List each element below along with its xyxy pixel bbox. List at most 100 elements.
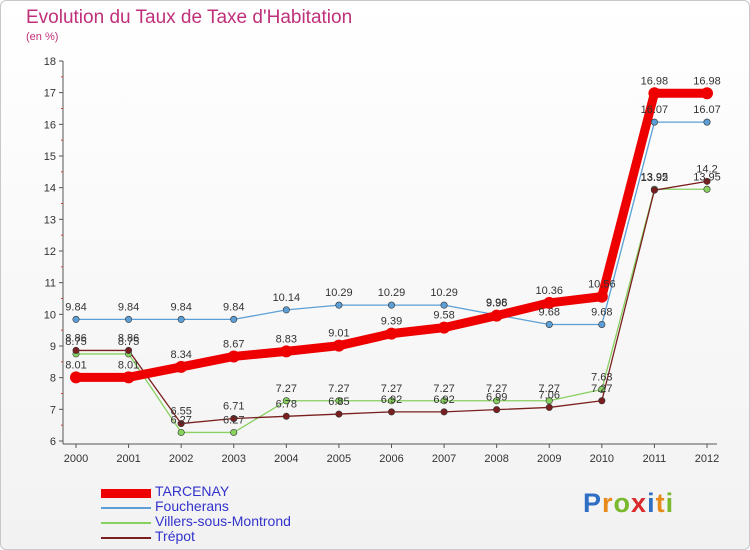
data-point (230, 428, 238, 436)
data-point (125, 315, 133, 323)
x-tick-label: 2008 (484, 453, 508, 465)
data-label: 7.27 (486, 383, 507, 395)
x-tick-label: 2011 (643, 453, 667, 465)
x-tick-label: 2000 (64, 453, 88, 465)
data-point (598, 385, 606, 393)
data-point (545, 403, 553, 411)
x-tick-label: 2007 (432, 453, 456, 465)
data-point (72, 346, 80, 354)
data-point (701, 87, 713, 100)
y-tick-label: 15 (44, 151, 56, 163)
y-tick-label: 16 (44, 119, 56, 131)
logo-letter: x (631, 488, 648, 518)
data-label: 6.85 (328, 396, 349, 408)
data-label: 9.84 (118, 301, 139, 313)
data-point (280, 345, 293, 358)
data-point (335, 301, 343, 309)
data-label: 6.27 (223, 414, 244, 426)
data-label: 10.29 (325, 287, 353, 299)
data-point (282, 397, 290, 405)
logo-letter: i (647, 488, 656, 518)
data-point (282, 306, 290, 314)
data-label: 8.86 (118, 332, 139, 344)
y-tick-label: 7 (50, 404, 56, 416)
data-point (282, 412, 290, 420)
data-label: 9.58 (433, 310, 454, 322)
x-tick-label: 2002 (169, 453, 193, 465)
legend-label: Trépot (155, 528, 195, 544)
x-tick-label: 2001 (116, 453, 140, 465)
data-label: 13.95 (641, 171, 669, 183)
data-point (648, 87, 661, 100)
y-tick-label: 10 (44, 309, 56, 321)
data-point (595, 290, 608, 303)
logo-letter: o (613, 488, 632, 518)
data-point (598, 320, 606, 328)
data-point (440, 301, 448, 309)
data-point (177, 428, 185, 436)
data-point (335, 397, 343, 405)
data-point (122, 371, 135, 384)
data-label: 14.2 (696, 163, 717, 175)
y-tick-label: 18 (44, 56, 56, 68)
proxiti-logo: Proxiti (583, 488, 674, 519)
data-label: 7.27 (591, 383, 612, 395)
logo-letter: t (655, 488, 666, 518)
data-point (493, 406, 501, 414)
y-tick-label: 17 (44, 88, 56, 100)
data-point (387, 408, 395, 416)
data-label: 7.63 (591, 371, 612, 383)
data-point (703, 185, 711, 193)
data-point (387, 301, 395, 309)
data-label: 9.84 (65, 301, 86, 313)
legend-swatch (101, 507, 151, 509)
data-label: 10.29 (430, 287, 458, 299)
chart-title: Evolution du Taux de Taxe d'Habitation (26, 7, 353, 28)
legend-swatch (101, 537, 151, 539)
data-label: 10.29 (378, 287, 406, 299)
data-point (703, 177, 711, 185)
x-tick-label: 2006 (379, 453, 403, 465)
data-label: 10.56 (588, 279, 616, 291)
data-label: 7.27 (381, 383, 402, 395)
data-label: 9.84 (223, 301, 244, 313)
data-point (227, 350, 240, 363)
legend-swatch (101, 489, 151, 498)
data-label: 16.07 (641, 104, 669, 116)
data-label: 9.39 (381, 316, 402, 328)
legend-label: TARCENAY (155, 483, 230, 499)
data-label: 6.55 (170, 406, 191, 418)
data-label: 6.92 (433, 394, 454, 406)
logo-letter: i (665, 488, 675, 518)
y-tick-label: 9 (50, 341, 56, 353)
data-point (72, 315, 80, 323)
data-label: 10.14 (273, 292, 301, 304)
x-tick-label: 2003 (222, 453, 246, 465)
data-label: 9.98 (486, 297, 507, 309)
data-label: 7.06 (539, 389, 560, 401)
data-point (438, 321, 451, 334)
logo-letter: r (602, 488, 614, 518)
data-label: 6.71 (223, 401, 244, 413)
y-tick-label: 8 (50, 373, 56, 385)
data-label: 7.27 (328, 383, 349, 395)
data-label: 9.01 (328, 328, 349, 340)
data-label: 8.83 (276, 333, 297, 345)
data-label: 6.27 (170, 414, 191, 426)
y-tick-label: 6 (50, 436, 56, 448)
data-point (440, 408, 448, 416)
data-point (650, 118, 658, 126)
data-point (598, 397, 606, 405)
data-label: 7.27 (433, 383, 454, 395)
data-point (177, 420, 185, 428)
y-tick-label: 14 (44, 183, 56, 195)
data-point (703, 118, 711, 126)
legend-swatch (101, 522, 151, 524)
data-label: 8.01 (118, 359, 139, 371)
data-point (332, 339, 345, 352)
chart-subtitle: (en %) (26, 31, 59, 43)
legend-label: Foucherans (155, 498, 229, 514)
data-point (230, 315, 238, 323)
